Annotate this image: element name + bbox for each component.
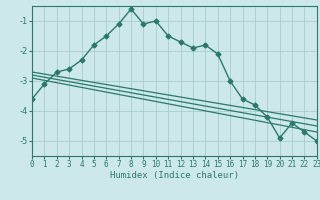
X-axis label: Humidex (Indice chaleur): Humidex (Indice chaleur)	[110, 171, 239, 180]
